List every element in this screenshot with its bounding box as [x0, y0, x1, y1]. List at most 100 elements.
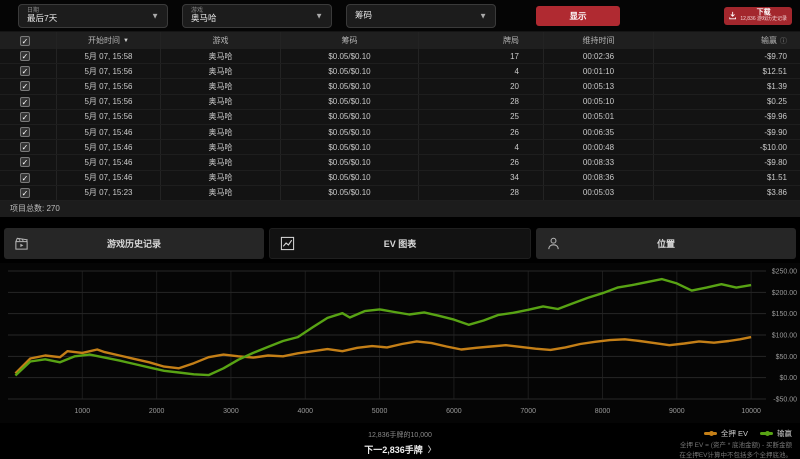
cell-start-time: 5月 07, 15:56 [56, 64, 160, 79]
download-title: 下载 [756, 8, 771, 16]
table-row[interactable]: ✓ 5月 07, 15:56 奥马哈 $0.05/$0.10 20 00:05:… [0, 79, 800, 95]
row-checkbox[interactable]: ✓ [20, 142, 30, 153]
svg-text:9000: 9000 [669, 408, 685, 415]
svg-text:1000: 1000 [75, 408, 91, 415]
svg-text:$150.00: $150.00 [772, 311, 797, 318]
legend-swatch [760, 431, 773, 436]
cell-start-time: 5月 07, 15:58 [56, 49, 160, 64]
row-checkbox[interactable]: ✓ [20, 111, 30, 122]
cell-start-time: 5月 07, 15:56 [56, 79, 160, 94]
row-checkbox[interactable]: ✓ [20, 187, 30, 198]
column-game[interactable]: 游戏 [160, 32, 280, 49]
cell-result: -$9.80 [653, 155, 800, 170]
cell-hands: 26 [418, 155, 543, 170]
person-icon [548, 237, 559, 250]
svg-text:3000: 3000 [223, 408, 239, 415]
row-checkbox[interactable]: ✓ [20, 157, 30, 168]
download-button[interactable]: 下载 12,836 游戏历史记录 [724, 6, 792, 25]
cell-stakes: $0.05/$0.10 [280, 124, 418, 140]
svg-text:$50.00: $50.00 [776, 354, 798, 361]
header-checkbox[interactable]: ✓ [20, 35, 30, 46]
ev-formula-caption: 全押 EV = (资产 * 底池金额) - 买断金额 在全押EV计算中不包括多个… [679, 441, 792, 459]
cell-game: 奥马哈 [160, 109, 280, 124]
next-hands-button[interactable]: 下一2,836手牌 〉 [364, 444, 436, 455]
cell-result: $1.39 [653, 79, 800, 94]
table-row[interactable]: ✓ 5月 07, 15:46 奥马哈 $0.05/$0.10 4 00:00:4… [0, 140, 800, 156]
svg-text:8000: 8000 [595, 408, 611, 415]
column-result[interactable]: 输赢 ⓘ [653, 32, 800, 49]
table-row[interactable]: ✓ 5月 07, 15:46 奥马哈 $0.05/$0.10 26 00:06:… [0, 124, 800, 141]
ev-chart-svg: 1000 2000 3000 4000 5000 6000 7000 8000 9000 1000… [0, 262, 800, 423]
tab-label: 游戏历史记录 [106, 238, 161, 249]
stakes-filter-select[interactable]: 筹码 ▼ [346, 3, 496, 28]
cell-result: -$10.00 [653, 140, 800, 155]
show-button[interactable]: 显示 [536, 5, 620, 26]
column-hands[interactable]: 牌局 [418, 32, 543, 49]
cell-result: $1.51 [653, 170, 800, 185]
cell-duration: 00:00:48 [543, 140, 653, 155]
cell-stakes: $0.05/$0.10 [280, 79, 418, 94]
table-row[interactable]: ✓ 5月 07, 15:56 奥马哈 $0.05/$0.10 25 00:05:… [0, 109, 800, 125]
table-row[interactable]: ✓ 5月 07, 15:23 奥马哈 $0.05/$0.10 28 00:05:… [0, 185, 800, 201]
tab-label: EV 图表 [383, 238, 417, 249]
sort-desc-icon: ▼ [123, 37, 129, 44]
cell-game: 奥马哈 [160, 124, 280, 140]
row-checkbox[interactable]: ✓ [20, 96, 30, 107]
column-stakes[interactable]: 筹码 [280, 32, 418, 49]
svg-text:5000: 5000 [372, 408, 388, 415]
cell-game: 奥马哈 [160, 170, 280, 185]
table-row[interactable]: ✓ 5月 07, 15:58 奥马哈 $0.05/$0.10 17 00:02:… [0, 49, 800, 65]
legend-item-winnings[interactable]: 输赢 [760, 428, 792, 439]
svg-text:$100.00: $100.00 [772, 332, 797, 339]
game-filter-value: 奥马哈 [191, 13, 217, 24]
cell-stakes: $0.05/$0.10 [280, 140, 418, 155]
row-checkbox[interactable]: ✓ [20, 127, 30, 138]
cell-start-time: 5月 07, 15:56 [56, 94, 160, 109]
svg-text:2000: 2000 [149, 408, 165, 415]
table-row[interactable]: ✓ 5月 07, 15:56 奥马哈 $0.05/$0.10 28 00:05:… [0, 94, 800, 110]
cell-game: 奥马哈 [160, 64, 280, 79]
cell-game: 奥马哈 [160, 94, 280, 109]
cell-stakes: $0.05/$0.10 [280, 94, 418, 109]
svg-text:$250.00: $250.00 [772, 268, 797, 275]
chevron-right-icon: 〉 [427, 444, 436, 454]
table-row[interactable]: ✓ 5月 07, 15:46 奥马哈 $0.05/$0.10 34 00:08:… [0, 170, 800, 186]
date-filter-select[interactable]: 日期 最后7天 ▼ [18, 3, 168, 28]
game-filter-label: 游戏 [191, 7, 204, 14]
cell-hands: 26 [418, 124, 543, 140]
tab-label: 位置 [656, 238, 675, 249]
row-checkbox[interactable]: ✓ [20, 81, 30, 92]
chart-legend: 全押 EV 输赢 [703, 428, 792, 439]
tab-game-history[interactable]: 游戏历史记录 [4, 227, 264, 259]
svg-text:-$50.00: -$50.00 [773, 396, 797, 403]
table-footer-total: 项目总数: 270 [0, 200, 800, 217]
cell-stakes: $0.05/$0.10 [280, 170, 418, 185]
table-row[interactable]: ✓ 5月 07, 15:46 奥马哈 $0.05/$0.10 26 00:08:… [0, 155, 800, 171]
column-start-time[interactable]: 开始时间 ▼ [56, 32, 160, 49]
tab-ev-chart[interactable]: EV 图表 [269, 227, 531, 259]
cell-hands: 34 [418, 170, 543, 185]
download-icon [729, 11, 737, 20]
legend-item-allin-ev[interactable]: 全押 EV [703, 428, 748, 439]
date-filter-label: 日期 [27, 7, 40, 14]
tab-position[interactable]: 位置 [536, 227, 796, 259]
row-checkbox[interactable]: ✓ [20, 66, 30, 77]
column-duration[interactable]: 维持时间 [543, 32, 653, 49]
cell-stakes: $0.05/$0.10 [280, 155, 418, 170]
row-checkbox[interactable]: ✓ [20, 51, 30, 62]
cell-start-time: 5月 07, 15:46 [56, 124, 160, 140]
chevron-down-icon: ▼ [479, 11, 487, 20]
svg-text:6000: 6000 [446, 408, 462, 415]
cell-duration: 00:01:10 [543, 64, 653, 79]
chart-meta: 全押 EV 输赢 全押 EV = (资产 * 底池金额) - 买断金额 在全押E… [679, 428, 792, 459]
cell-hands: 28 [418, 185, 543, 200]
row-checkbox[interactable]: ✓ [20, 172, 30, 183]
table-row[interactable]: ✓ 5月 07, 15:56 奥马哈 $0.05/$0.10 4 00:01:1… [0, 64, 800, 80]
cell-start-time: 5月 07, 15:46 [56, 155, 160, 170]
stakes-filter-value: 筹码 [355, 10, 373, 21]
cell-result: $0.25 [653, 94, 800, 109]
game-filter-select[interactable]: 游戏 奥马哈 ▼ [182, 3, 332, 28]
svg-text:7000: 7000 [520, 408, 536, 415]
cell-duration: 00:08:33 [543, 155, 653, 170]
cell-start-time: 5月 07, 15:46 [56, 170, 160, 185]
